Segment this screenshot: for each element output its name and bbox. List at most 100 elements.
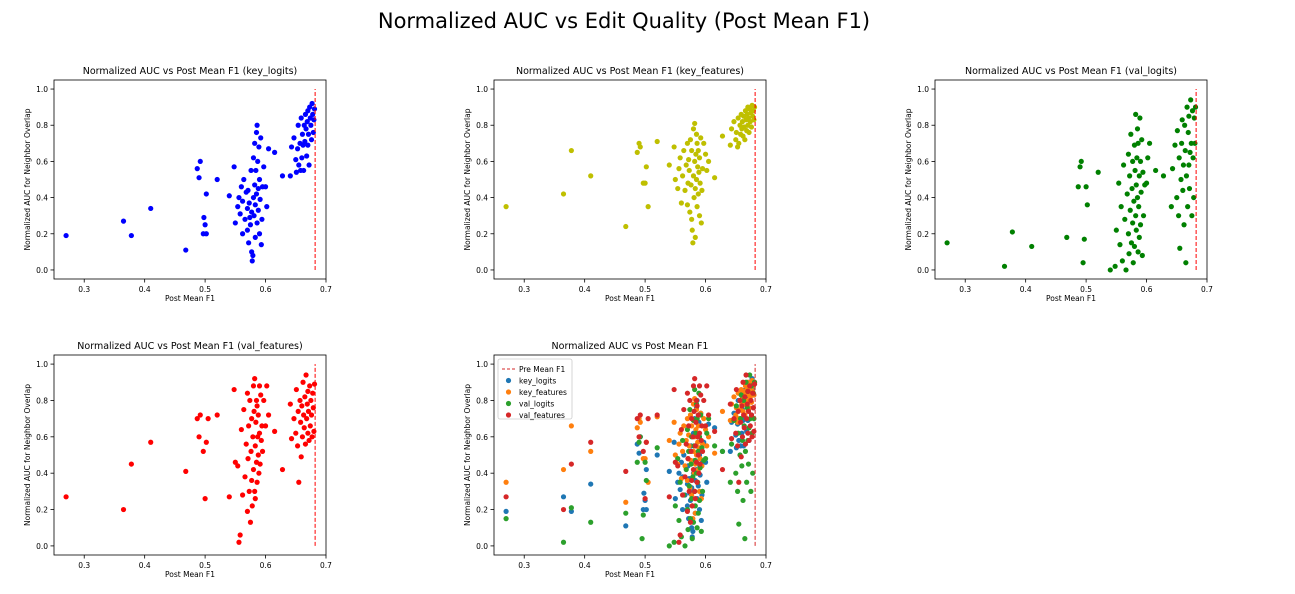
data-point-series-0 xyxy=(678,200,684,206)
x-axis-label: Post Mean F1 xyxy=(605,570,655,579)
x-tick-label: 0.6 xyxy=(700,561,712,570)
data-point-series-0 xyxy=(259,448,266,454)
y-tick-label: 0.0 xyxy=(917,266,929,275)
data-point-series-0 xyxy=(1179,140,1185,146)
data-point-val_features xyxy=(693,419,699,425)
x-tick-label: 0.3 xyxy=(78,285,90,294)
data-point-key_logits xyxy=(588,481,594,487)
x-tick-label: 0.6 xyxy=(1141,285,1153,294)
data-point-series-0 xyxy=(250,252,256,259)
data-point-series-0 xyxy=(257,461,263,467)
legend: Pre Mean F1 key_logits key_features val_log… xyxy=(497,358,573,420)
data-point-series-0 xyxy=(692,120,698,127)
data-point-series-0 xyxy=(1178,176,1184,183)
data-point-val_features xyxy=(742,441,749,447)
data-point-series-0 xyxy=(675,185,681,192)
data-point-key_logits xyxy=(560,494,567,500)
y-tick-label: 0.8 xyxy=(476,121,488,130)
data-point-val_features xyxy=(698,437,704,444)
data-point-series-0 xyxy=(308,412,315,418)
data-point-series-0 xyxy=(295,122,301,128)
legend-label: key_logits xyxy=(519,376,556,385)
data-point-val_logits xyxy=(734,488,741,494)
data-point-series-0 xyxy=(1191,115,1197,121)
data-point-series-0 xyxy=(120,218,127,224)
data-point-series-0 xyxy=(683,162,689,168)
data-point-series-0 xyxy=(298,454,304,460)
data-point-val_features xyxy=(751,381,758,387)
data-point-series-0 xyxy=(1140,169,1146,175)
data-point-series-0 xyxy=(698,135,704,141)
data-point-val_features xyxy=(739,403,745,409)
data-point-series-0 xyxy=(310,390,316,396)
data-point-series-0 xyxy=(262,184,269,190)
data-point-series-0 xyxy=(183,247,189,253)
scatter-points xyxy=(503,372,758,549)
data-point-series-0 xyxy=(1117,242,1123,248)
data-point-series-0 xyxy=(310,405,316,411)
data-point-series-0 xyxy=(1112,263,1118,269)
data-point-val_features xyxy=(666,494,672,500)
x-tick-label: 0.5 xyxy=(639,285,651,294)
data-point-series-0 xyxy=(310,129,316,136)
data-point-series-0 xyxy=(1139,137,1145,143)
data-point-series-0 xyxy=(1128,240,1135,246)
data-point-series-0 xyxy=(695,164,701,170)
data-point-series-0 xyxy=(642,180,648,186)
data-point-series-0 xyxy=(247,222,254,228)
x-tick-label: 0.3 xyxy=(518,285,530,294)
data-point-val_logits xyxy=(683,466,689,473)
data-point-series-0 xyxy=(232,220,238,226)
data-point-series-0 xyxy=(695,191,701,197)
data-point-val_logits xyxy=(738,416,744,422)
data-point-val_features xyxy=(684,390,691,396)
y-tick-label: 0.6 xyxy=(36,433,48,442)
data-point-val_features xyxy=(689,477,695,484)
data-point-series-0 xyxy=(1134,126,1141,132)
data-point-series-0 xyxy=(684,202,691,208)
data-point-series-0 xyxy=(1128,131,1134,137)
data-point-series-0 xyxy=(696,155,703,161)
data-point-key_features xyxy=(712,450,718,456)
data-point-series-0 xyxy=(1182,122,1188,128)
data-point-series-0 xyxy=(1123,267,1129,273)
data-point-series-0 xyxy=(1107,267,1113,273)
data-point-series-0 xyxy=(1175,213,1182,219)
y-tick-label: 0.0 xyxy=(476,266,488,275)
data-point-val_logits xyxy=(740,497,746,504)
data-point-series-0 xyxy=(307,383,313,389)
data-point-series-0 xyxy=(694,140,700,146)
data-point-series-0 xyxy=(63,494,69,500)
x-tick-label: 0.6 xyxy=(260,285,272,294)
data-point-series-0 xyxy=(258,392,264,398)
data-point-series-0 xyxy=(311,381,318,387)
scatter-points xyxy=(63,100,318,264)
y-tick-label: 0.6 xyxy=(917,157,929,166)
chart-title: Normalized AUC vs Post Mean F1 (key_feat… xyxy=(516,66,744,77)
data-point-series-0 xyxy=(251,408,257,414)
data-point-series-0 xyxy=(666,162,672,168)
data-point-series-0 xyxy=(255,185,261,192)
data-point-series-0 xyxy=(742,137,748,143)
data-point-series-0 xyxy=(503,204,509,210)
data-point-series-0 xyxy=(309,100,315,107)
data-point-val_features xyxy=(687,519,694,525)
data-point-val_features xyxy=(727,401,733,407)
data-point-series-0 xyxy=(255,158,261,165)
y-tick-label: 0.4 xyxy=(476,194,488,203)
data-point-val_features xyxy=(741,412,747,418)
data-point-val_logits xyxy=(697,465,703,471)
data-point-series-0 xyxy=(1186,113,1192,119)
x-tick-label: 0.5 xyxy=(199,285,211,294)
data-point-series-0 xyxy=(265,412,272,418)
data-point-series-0 xyxy=(302,394,308,400)
data-point-series-0 xyxy=(1132,167,1138,174)
data-point-series-0 xyxy=(304,119,310,125)
data-point-series-0 xyxy=(1084,202,1090,208)
data-point-series-0 xyxy=(258,437,264,444)
data-point-val_logits xyxy=(666,543,672,549)
y-tick-label: 0.8 xyxy=(917,121,929,130)
data-point-series-0 xyxy=(1134,194,1141,201)
data-point-series-0 xyxy=(200,448,206,454)
data-point-series-0 xyxy=(736,140,742,146)
